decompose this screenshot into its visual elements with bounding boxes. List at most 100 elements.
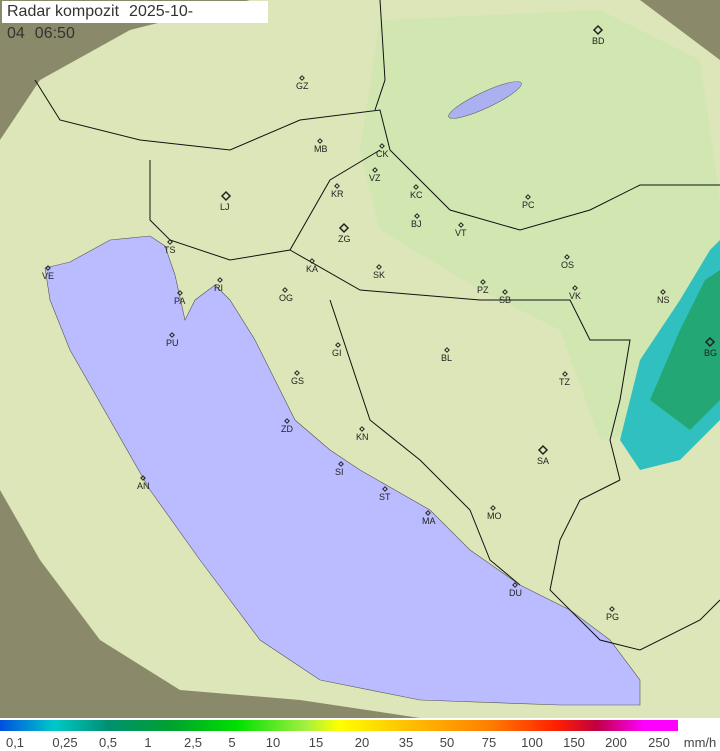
city-marker-icon	[45, 265, 51, 271]
city-label: BL	[441, 353, 452, 363]
city-label: NS	[657, 295, 670, 305]
city-marker-icon	[414, 213, 420, 219]
city-label: MO	[487, 511, 502, 521]
city-marker-icon	[480, 279, 486, 285]
city-marker-icon	[609, 606, 615, 612]
city-label: OG	[279, 293, 293, 303]
city-marker-icon	[382, 486, 388, 492]
city-label: CK	[376, 149, 389, 159]
legend-tick-label: 15	[308, 735, 324, 750]
city-label: AN	[137, 481, 150, 491]
city-label: SA	[537, 456, 549, 466]
title-text: Radar kompozit	[7, 3, 120, 20]
city-marker-icon	[169, 332, 175, 338]
legend-tick-label: 150	[563, 735, 585, 750]
legend-tick-label: 200	[605, 735, 627, 750]
city-label: OS	[561, 260, 574, 270]
legend-tick-label: 2,5	[183, 735, 203, 750]
legend-tick-label: 1	[144, 735, 152, 750]
city-marker-icon	[372, 167, 378, 173]
city-label: ST	[379, 492, 391, 502]
city-marker-icon	[458, 222, 464, 228]
legend-tick-label: 75	[481, 735, 497, 750]
title-date: 2025-10-04	[7, 3, 194, 42]
city-marker-icon	[413, 184, 419, 190]
city-marker-icon	[704, 336, 716, 348]
city-marker-icon	[282, 287, 288, 293]
city-label: KA	[306, 264, 318, 274]
city-marker-icon	[660, 289, 666, 295]
city-label: PG	[606, 612, 619, 622]
legend-tick-label: 250	[648, 735, 670, 750]
city-marker-icon	[562, 371, 568, 377]
city-label: PU	[166, 338, 179, 348]
city-marker-icon	[317, 138, 323, 144]
legend-tick-label: 50	[439, 735, 455, 750]
city-marker-icon	[167, 239, 173, 245]
city-marker-icon	[140, 475, 146, 481]
city-label: LJ	[220, 202, 230, 212]
city-label: BG	[704, 348, 717, 358]
city-marker-icon	[338, 222, 350, 234]
city-label: TZ	[559, 377, 570, 387]
city-label: VZ	[369, 173, 381, 183]
country-borders	[34, 0, 720, 651]
city-label: BJ	[411, 219, 422, 229]
city-marker-icon	[284, 418, 290, 424]
title-bar: Radar kompozit 2025-10-04 06:50	[2, 1, 268, 42]
city-marker-icon	[490, 505, 496, 511]
city-marker-icon	[220, 190, 232, 202]
legend-color-scale	[0, 720, 678, 731]
city-label: KR	[331, 189, 344, 199]
city-marker-icon	[359, 426, 365, 432]
city-marker-icon	[309, 258, 315, 264]
radar-map: BD GZ MB CK VZ KR KC LJ PC BJ VT ZG TS VE KA SK OS RI PA OG…	[0, 0, 720, 718]
legend-tick-label: 20	[354, 735, 370, 750]
adriatic-sea	[44, 235, 641, 706]
city-marker-icon	[564, 254, 570, 260]
city-marker-icon	[299, 75, 305, 81]
city-marker-icon	[294, 370, 300, 376]
legend-tick-label: 5	[228, 735, 236, 750]
city-marker-icon	[425, 510, 431, 516]
city-label: TS	[164, 245, 176, 255]
city-label: ZD	[281, 424, 293, 434]
city-label: PZ	[477, 285, 489, 295]
legend-tick-label: 0,25	[52, 735, 78, 750]
city-marker-icon	[502, 289, 508, 295]
city-label: GI	[332, 348, 342, 358]
legend-tick-label: 10	[265, 735, 281, 750]
city-label: SK	[373, 270, 385, 280]
city-marker-icon	[338, 461, 344, 467]
city-marker-icon	[334, 183, 340, 189]
city-label: BD	[592, 36, 605, 46]
city-label: SB	[499, 295, 511, 305]
city-label: MB	[314, 144, 328, 154]
city-label: GZ	[296, 81, 309, 91]
city-label: DU	[509, 588, 522, 598]
city-label: PC	[522, 200, 535, 210]
city-label: VE	[42, 271, 54, 281]
city-marker-icon	[572, 285, 578, 291]
legend-tick-label: 0,5	[98, 735, 118, 750]
lake-balaton	[448, 81, 522, 119]
city-label: PA	[174, 296, 185, 306]
city-marker-icon	[444, 347, 450, 353]
city-marker-icon	[335, 342, 341, 348]
city-label: RI	[214, 283, 223, 293]
city-marker-icon	[376, 264, 382, 270]
rain-echoes	[620, 240, 720, 470]
legend-tick-label: 0,1	[5, 735, 25, 750]
city-marker-icon	[177, 290, 183, 296]
city-label: KN	[356, 432, 369, 442]
city-marker-icon	[379, 143, 385, 149]
city-label: VK	[569, 291, 581, 301]
legend-tick-label: 100	[521, 735, 543, 750]
city-label: MA	[422, 516, 436, 526]
city-marker-icon	[512, 582, 518, 588]
city-label: KC	[410, 190, 423, 200]
city-marker-icon	[217, 277, 223, 283]
city-label: SI	[335, 467, 344, 477]
legend-unit: mm/h	[683, 735, 717, 750]
